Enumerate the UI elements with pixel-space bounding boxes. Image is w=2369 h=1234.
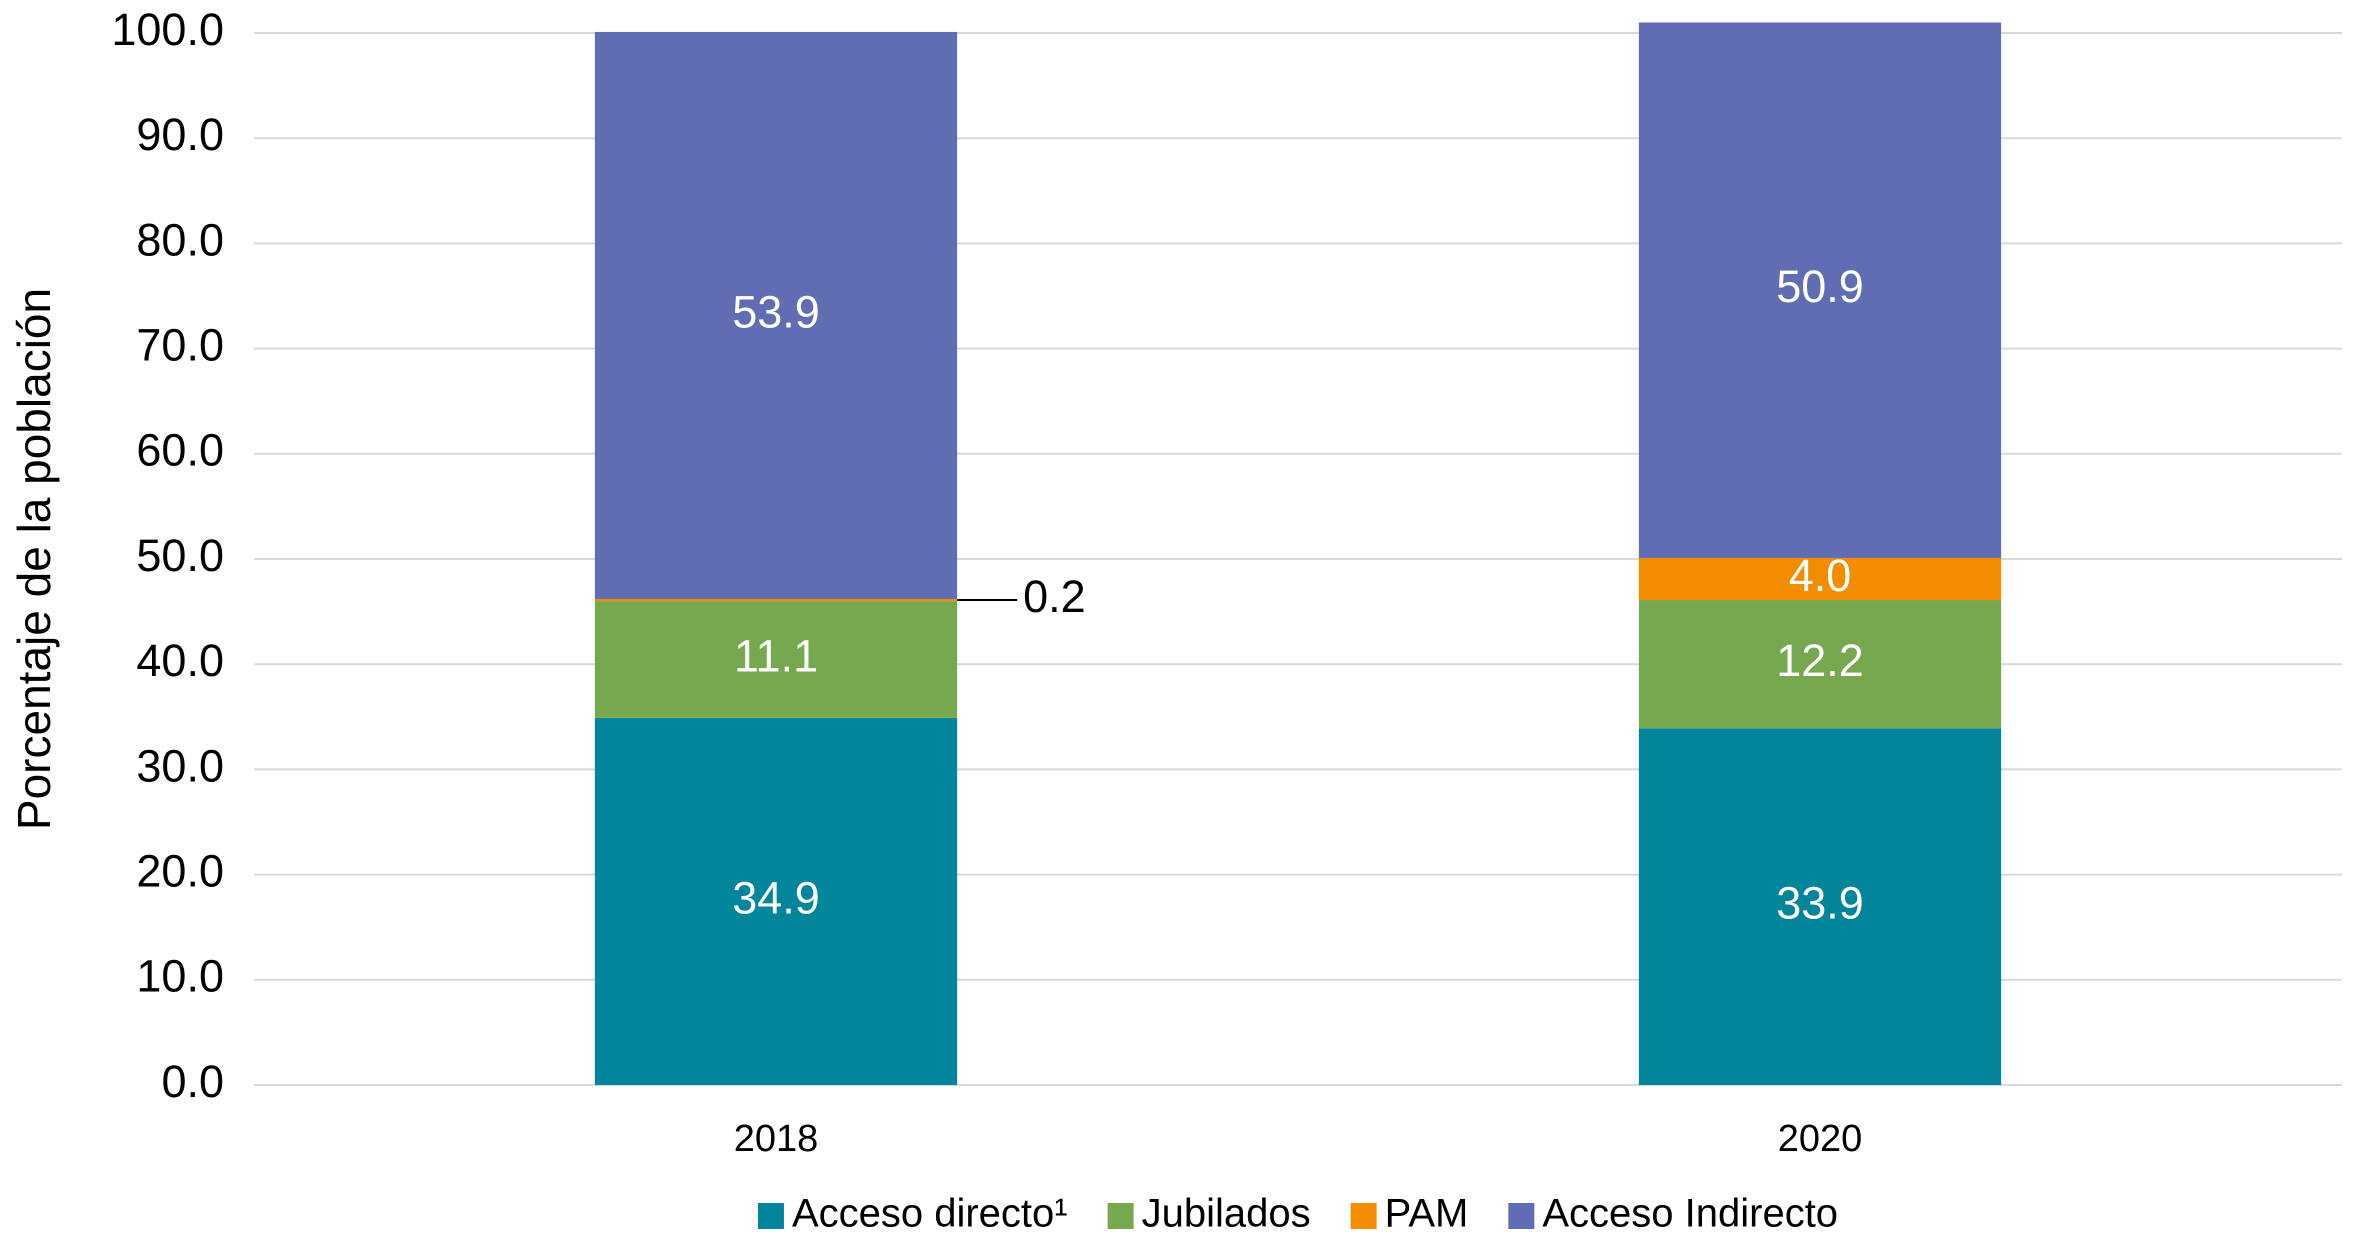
legend-swatch <box>757 1203 784 1229</box>
y-tick-label: 20.0 <box>136 845 224 896</box>
y-tick-label: 80.0 <box>136 214 224 265</box>
legend-label: Acceso directo¹ <box>792 1192 1068 1234</box>
data-label: 4.0 <box>1789 550 1852 601</box>
data-label: 0.2 <box>1023 571 1086 622</box>
y-tick-label: 50.0 <box>136 530 224 581</box>
y-axis-label: Porcentaje de la población <box>8 288 60 830</box>
bar-segment <box>594 717 958 1085</box>
y-tick-label: 90.0 <box>136 109 224 160</box>
y-tick-label: 100.0 <box>111 4 224 55</box>
legend-label: Jubilados <box>1142 1192 1311 1234</box>
bar-segment <box>1638 728 2002 1085</box>
legend-swatch <box>1508 1203 1535 1229</box>
legend-label: Acceso Indirecto <box>1542 1192 1838 1234</box>
data-label: 12.2 <box>1776 635 1864 686</box>
bar-segment <box>1638 600 2002 729</box>
x-tick-label: 2020 <box>1778 1118 1863 1160</box>
x-tick-label: 2018 <box>734 1118 819 1160</box>
legend-label: PAM <box>1385 1192 1469 1234</box>
legend-swatch <box>1350 1203 1377 1229</box>
bar-segment <box>594 601 958 718</box>
y-tick-label: 30.0 <box>136 740 224 791</box>
data-label: 34.9 <box>732 872 820 923</box>
data-label: 50.9 <box>1776 261 1864 312</box>
y-tick-label: 10.0 <box>136 951 224 1002</box>
data-label: 11.1 <box>734 630 818 681</box>
y-tick-label: 70.0 <box>136 319 224 370</box>
bar-segment <box>594 31 958 599</box>
bar-segment <box>1638 22 2002 558</box>
y-tick-label: 0.0 <box>161 1056 224 1107</box>
data-label: 53.9 <box>732 286 820 337</box>
y-tick-label: 40.0 <box>136 635 224 686</box>
bar-segment <box>594 598 958 602</box>
data-label: 33.9 <box>1776 878 1864 929</box>
bar-segment <box>1638 557 2002 601</box>
y-tick-label: 60.0 <box>136 425 224 476</box>
legend-swatch <box>1107 1203 1134 1229</box>
